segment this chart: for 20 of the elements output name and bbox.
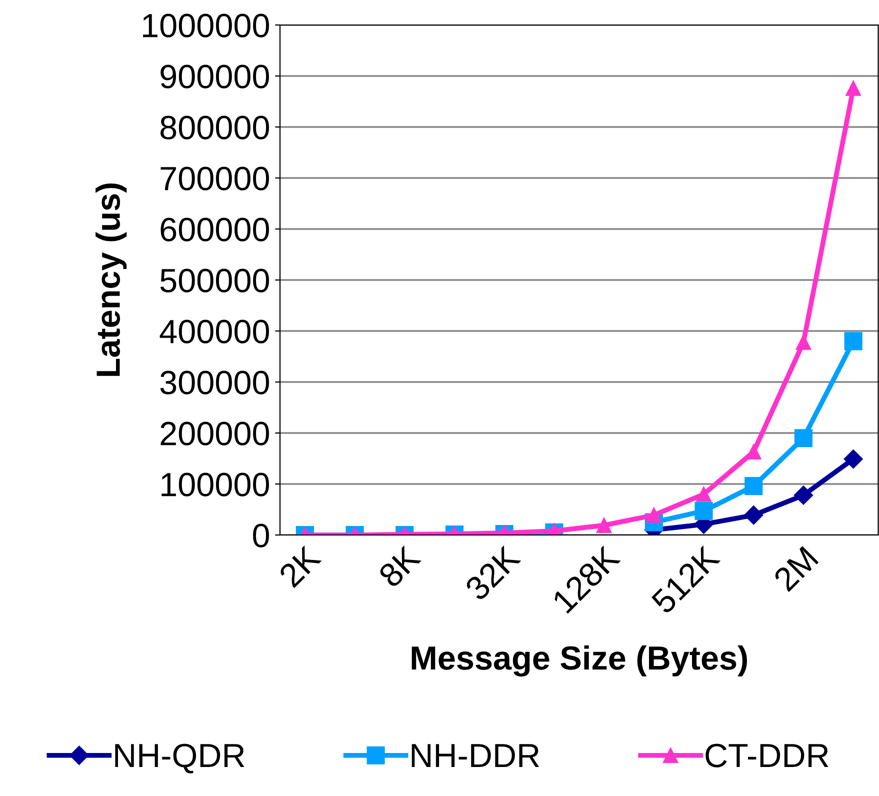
y-tick-label: 700000: [160, 166, 269, 190]
legend-label: NH-DDR: [412, 744, 540, 768]
legend-label: NH-QDR: [115, 744, 244, 774]
y-tick-label: 600000: [160, 218, 269, 242]
y-tick-label: 800000: [160, 116, 269, 140]
y-tick-label: 100000: [162, 472, 269, 496]
legend-label: CT-DDR: [706, 744, 828, 768]
x-tick-label: 8K: [377, 544, 422, 588]
y-tick-label: 500000: [160, 268, 269, 292]
x-tick-label: 2K: [278, 544, 322, 588]
y-tick-label: 300000: [160, 370, 269, 394]
y-tick-label: 200000: [160, 422, 269, 446]
y-tick-label: 900000: [160, 64, 269, 88]
y-tick-label: 400000: [160, 320, 269, 344]
y-axis-title: Latency (us): [96, 183, 127, 376]
x-tick-label: 2M: [772, 546, 819, 592]
x-axis-title: Message Size (Bytes): [412, 645, 747, 677]
y-tick-label: 0: [253, 524, 269, 548]
y-tick-label: 1000000: [143, 14, 269, 38]
x-tick-label: 32K: [464, 544, 522, 602]
